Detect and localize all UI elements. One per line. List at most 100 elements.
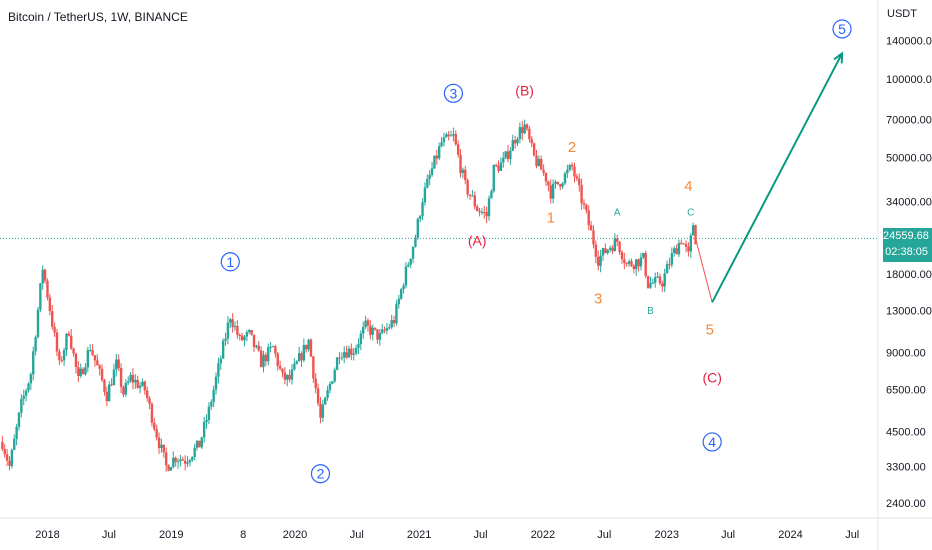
wave-circle [702, 432, 722, 452]
candle-body [274, 346, 277, 354]
candle-body [380, 329, 384, 334]
y-tick-label: 70000.00 [886, 114, 932, 126]
candle-body [262, 354, 265, 368]
candle-body [445, 134, 448, 138]
candle-body [544, 172, 548, 182]
x-tick-label: 2024 [778, 529, 802, 541]
candle-body [22, 395, 25, 399]
x-tick-label: 2021 [407, 529, 431, 541]
candle-body [411, 246, 415, 259]
candle-body [635, 259, 638, 270]
candle-body [297, 353, 301, 362]
candle-body [86, 350, 90, 368]
candle-body [276, 353, 279, 367]
candle-body [202, 422, 206, 438]
candle-body [328, 383, 332, 391]
candle-body [141, 381, 144, 386]
x-tick-label: 2023 [654, 529, 678, 541]
wave-circle [832, 19, 852, 39]
candle-body [81, 368, 85, 375]
candle-body [164, 452, 168, 466]
candle-body [345, 352, 348, 358]
wave-label-teal: B [647, 306, 654, 317]
candle-body [17, 412, 21, 427]
candle-body [29, 374, 33, 384]
candle-body [131, 374, 135, 383]
candle-body [148, 398, 151, 404]
y-tick-label: 6500.00 [886, 385, 926, 397]
candle-body [644, 253, 647, 276]
candle-body [369, 325, 372, 335]
candle-body [103, 380, 106, 392]
candle-body [613, 238, 617, 252]
symbol-title: Bitcoin / TetherUS, 1W, BINANCE [8, 10, 188, 24]
candle-body [528, 128, 531, 140]
candle-body [535, 155, 538, 166]
candle-body [271, 346, 275, 348]
candle-body [126, 381, 130, 383]
candle-body [554, 181, 557, 184]
candle-body [680, 242, 683, 244]
x-tick-label: 8 [240, 529, 246, 541]
candle-body [594, 244, 598, 257]
candle-body [551, 183, 555, 199]
candle-body [112, 369, 116, 386]
candle-body [623, 259, 626, 264]
wave-label-orange: 2 [568, 139, 576, 156]
candle-body [117, 359, 120, 369]
y-tick-label: 140000.00 [886, 36, 932, 48]
candle-body [8, 460, 11, 467]
candle-body [307, 339, 310, 350]
candle-body [183, 460, 187, 464]
candle-body [24, 390, 28, 396]
candle-body [523, 124, 526, 134]
candle-body [136, 380, 139, 388]
candle-body [559, 184, 562, 187]
wave-label-orange: 5 [706, 322, 714, 339]
candle-body [442, 137, 446, 143]
x-tick-label: Jul [350, 529, 364, 541]
projection-arrowhead [833, 51, 844, 64]
candle-body [55, 332, 59, 352]
wave-circle-label: 5 [838, 21, 846, 37]
candle-body [290, 369, 294, 380]
candle-body [110, 384, 113, 386]
candle-body [516, 138, 519, 144]
candle-body [188, 460, 192, 463]
candle-body [430, 168, 434, 175]
candle-body [435, 155, 438, 159]
candle-body [509, 150, 512, 160]
candle-body [36, 309, 40, 338]
candle-body [475, 206, 479, 211]
wave-circle-label: 2 [317, 466, 325, 482]
candle-body [376, 329, 379, 340]
candle-body [233, 326, 237, 328]
candle-body [250, 329, 253, 335]
candle-body [53, 326, 56, 333]
candle-body [642, 253, 645, 258]
candle-body [454, 134, 457, 145]
candle-body [3, 448, 6, 455]
last-price-value: 24559.68 [883, 230, 929, 242]
candle-body [331, 381, 334, 384]
candle-body [193, 447, 196, 457]
candle-body [540, 158, 543, 170]
x-tick-label: 2022 [531, 529, 555, 541]
wave-circle-label: 3 [450, 85, 458, 101]
candle-body [39, 283, 42, 310]
candle-body [70, 335, 73, 349]
candle-body [575, 176, 579, 179]
candle-body [532, 143, 536, 156]
candle-body [497, 165, 500, 171]
y-tick-label: 100000.00 [886, 74, 932, 86]
x-tick-label: 2019 [159, 529, 183, 541]
candle-body [236, 326, 239, 336]
candle-body [319, 403, 322, 418]
bar-countdown: 02:38:05 [885, 246, 928, 258]
candle-body [252, 334, 256, 348]
candle-body [433, 155, 436, 169]
candle-body [145, 390, 149, 399]
candle-body [96, 360, 99, 366]
candle-body [181, 459, 184, 461]
